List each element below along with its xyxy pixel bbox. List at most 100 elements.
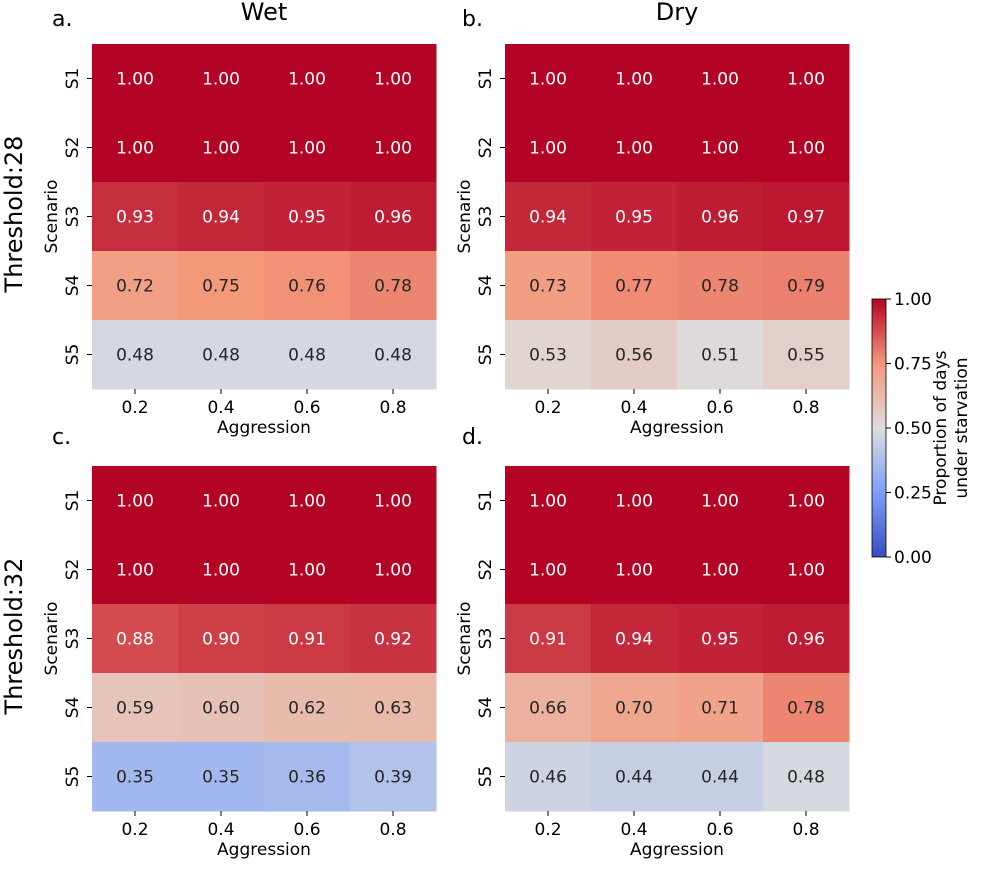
heatmap-cell: [350, 182, 437, 252]
heatmap-cell: [92, 742, 179, 812]
cell-value-label: 0.48: [787, 768, 825, 788]
heatmap-cell: [505, 320, 592, 390]
cell-value-label: 0.63: [374, 699, 412, 719]
cell-value-label: 1.00: [701, 70, 739, 90]
cell-value-label: 0.92: [374, 630, 412, 650]
heatmap-cell: [92, 251, 179, 321]
cell-value-label: 1.00: [116, 492, 154, 512]
x-tick-label: 0.2: [121, 820, 148, 840]
cell-value-label: 0.93: [116, 208, 154, 228]
heatmap-cell: [92, 113, 179, 183]
y-tick-label: S1: [63, 490, 83, 512]
heatmap-cell: [350, 604, 437, 674]
heatmap-cell: [591, 673, 678, 743]
cell-value-label: 1.00: [529, 70, 567, 90]
cell-value-label: 1.00: [374, 70, 412, 90]
x-tick-label: 0.4: [620, 820, 647, 840]
heatmap-cell: [505, 466, 592, 536]
heatmap-cell: [178, 113, 265, 183]
cell-value-label: 1.00: [787, 561, 825, 581]
x-tick-label: 0.2: [534, 398, 561, 418]
heatmap-cell: [763, 742, 850, 812]
heatmap-cell: [677, 604, 764, 674]
heatmap-cell: [591, 113, 678, 183]
x-tick-label: 0.8: [379, 398, 406, 418]
colorbar-tick-label: 0.75: [894, 355, 932, 375]
x-tick-label: 0.2: [121, 398, 148, 418]
heatmap-cell: [763, 535, 850, 605]
x-tick-label: 0.4: [207, 398, 234, 418]
colorbar-label-line1: Proportion of days: [931, 350, 951, 505]
cell-value-label: 0.51: [701, 346, 739, 366]
y-tick-label: S5: [476, 344, 496, 366]
colorbar-ticks: 1.00 0.75 0.50 0.25 0.00: [886, 290, 932, 568]
cell-value-label: 0.39: [374, 768, 412, 788]
heatmap-cell: [264, 604, 351, 674]
cell-value-label: 0.94: [202, 208, 240, 228]
heatmap-cell: [178, 673, 265, 743]
x-tick-label: 0.8: [792, 820, 819, 840]
cell-value-label: 0.48: [116, 346, 154, 366]
heatmap-cell: [350, 113, 437, 183]
heatmap-cell: [591, 44, 678, 114]
heatmap-cell: [350, 742, 437, 812]
cell-value-label: 0.96: [374, 208, 412, 228]
y-tick-label: S5: [63, 344, 83, 366]
cell-value-label: 0.44: [615, 768, 653, 788]
heatmap-cell: [505, 535, 592, 605]
y-tick-label: S5: [476, 766, 496, 788]
cell-value-label: 0.97: [787, 208, 825, 228]
x-tick-label: 0.4: [620, 398, 647, 418]
y-tick-label: S1: [63, 68, 83, 90]
y-axis-label: Scenario: [455, 602, 475, 676]
colorbar-label-line2: under starvation: [952, 357, 972, 498]
heatmap-cell: [591, 182, 678, 252]
cell-value-label: 1.00: [202, 561, 240, 581]
heatmap-cell: [350, 320, 437, 390]
heatmap-cell: [763, 466, 850, 536]
heatmap-cell: [350, 673, 437, 743]
cell-value-label: 0.90: [202, 630, 240, 650]
panel-letter-d: d.: [462, 425, 483, 450]
heatmap-cell: [264, 182, 351, 252]
x-axis-label: Aggression: [217, 840, 311, 860]
cell-value-label: 0.75: [202, 277, 240, 297]
heatmap-cell: [763, 182, 850, 252]
heatmap-cell: [505, 742, 592, 812]
y-tick-label: S2: [476, 137, 496, 159]
cell-value-label: 1.00: [288, 561, 326, 581]
heatmap-cell: [264, 251, 351, 321]
heatmap-cell: [677, 44, 764, 114]
heatmap-cell: [178, 320, 265, 390]
y-tick-label: S2: [63, 137, 83, 159]
cell-value-label: 0.77: [615, 277, 653, 297]
heatmap-cell: [178, 604, 265, 674]
y-axis-label: Scenario: [42, 602, 62, 676]
heatmap-cell: [677, 535, 764, 605]
heatmap-cell: [763, 320, 850, 390]
cell-value-label: 0.96: [787, 630, 825, 650]
cell-value-label: 1.00: [116, 139, 154, 159]
colorbar-tick-label: 1.00: [894, 290, 932, 310]
heatmap-cell: [763, 604, 850, 674]
y-axis-label: Scenario: [42, 180, 62, 254]
heatmap-cell: [92, 535, 179, 605]
heatmap-cell: [350, 466, 437, 536]
cell-value-label: 0.95: [701, 630, 739, 650]
y-tick-label: S3: [476, 628, 496, 650]
heatmap-cell: [178, 44, 265, 114]
colorbar-tick-label: 0.50: [894, 419, 932, 439]
heatmap-cell: [264, 466, 351, 536]
cell-value-label: 0.91: [288, 630, 326, 650]
heatmap-cell: [763, 113, 850, 183]
cell-value-label: 0.46: [529, 768, 567, 788]
cell-value-label: 0.53: [529, 346, 567, 366]
heatmap-cell: [264, 742, 351, 812]
x-tick-label: 0.8: [792, 398, 819, 418]
colorbar-gradient: [871, 298, 887, 558]
cell-value-label: 1.00: [288, 139, 326, 159]
cell-value-label: 0.96: [701, 208, 739, 228]
heatmap-cell: [677, 251, 764, 321]
